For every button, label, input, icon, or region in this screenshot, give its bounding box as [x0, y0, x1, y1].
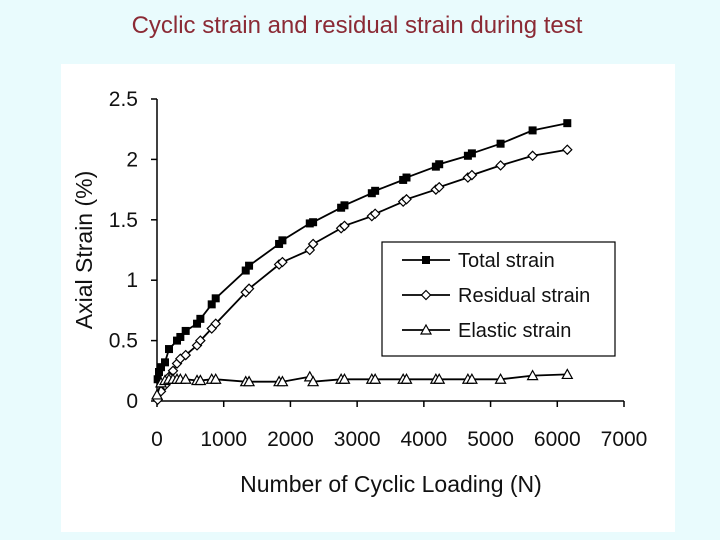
x-tick-label: 6000 [534, 428, 581, 451]
data-point [467, 149, 476, 158]
data-point [243, 283, 255, 295]
data-point [276, 375, 289, 387]
x-tick-label: 0 [151, 428, 163, 451]
y-tick-label: 1 [126, 269, 138, 292]
legend-label: Residual strain [458, 285, 590, 307]
data-point [211, 294, 220, 303]
data-point [496, 139, 505, 148]
data-point [195, 335, 206, 346]
data-point [463, 151, 472, 160]
y-tick-label: 2.5 [109, 88, 138, 111]
legend-box [381, 241, 616, 357]
data-point [153, 375, 162, 384]
data-point [402, 173, 411, 182]
data-point [210, 318, 222, 330]
data-point [209, 373, 222, 384]
x-tick-label: 3000 [334, 428, 381, 451]
x-tick-label: 7000 [601, 428, 648, 451]
data-point [369, 373, 382, 384]
data-point [165, 345, 174, 354]
data-point [307, 375, 320, 387]
x-tick-label: 1000 [200, 428, 247, 451]
data-point [400, 373, 413, 384]
data-point [371, 186, 380, 195]
x-tick-label: 2000 [267, 428, 314, 451]
data-point [245, 261, 254, 270]
data-point [243, 375, 256, 387]
data-point [433, 181, 445, 193]
data-point [401, 193, 412, 205]
data-point [241, 266, 250, 275]
series-layer [150, 119, 574, 406]
data-point [207, 300, 216, 309]
data-point [528, 126, 537, 135]
data-point [194, 374, 207, 386]
data-point [161, 358, 170, 367]
data-point [278, 236, 287, 245]
series-line [156, 373, 568, 396]
legend-label: Total strain [458, 250, 555, 272]
series-total-strain [153, 119, 572, 384]
axes: 0 0.5 1 1.5 2 2.5 0 1000 2000 3000 4000 5000 6000 700… [109, 88, 648, 451]
data-point [181, 326, 190, 335]
data-point [176, 332, 185, 341]
data-point [526, 369, 539, 381]
data-point [466, 169, 478, 181]
data-point [155, 368, 164, 377]
y-tick-label: 0.5 [109, 330, 138, 353]
data-point [180, 349, 192, 361]
data-point [150, 388, 164, 400]
data-point [193, 319, 202, 328]
data-point [338, 373, 351, 384]
slide-title: Cyclic strain and residual strain during… [131, 12, 583, 39]
legend-marker [420, 289, 432, 301]
series-elastic-strain [150, 368, 574, 400]
x-tick-label: 5000 [467, 428, 514, 451]
x-axis-title: Number of Cyclic Loading (N) [240, 471, 542, 497]
data-point [495, 160, 506, 171]
data-point [340, 201, 349, 210]
data-point [157, 363, 166, 372]
data-point [561, 368, 574, 380]
y-axis-title: Axial Strain (%) [71, 171, 97, 329]
data-point [563, 119, 572, 128]
legend-marker [419, 323, 433, 335]
data-point [339, 220, 350, 232]
legend-marker [422, 256, 430, 264]
data-point [465, 373, 478, 384]
data-point [561, 144, 573, 156]
data-point [435, 160, 444, 169]
data-point [433, 373, 446, 384]
data-point [527, 150, 538, 162]
data-point [179, 373, 192, 384]
data-point [307, 238, 319, 250]
data-point [196, 314, 205, 323]
y-tick-label: 1.5 [109, 209, 138, 232]
legend-label: Elastic strain [458, 320, 571, 342]
data-point [494, 373, 507, 384]
data-point [369, 208, 381, 220]
y-tick-label: 0 [126, 390, 138, 413]
legend: Total strain Residual strain Elastic strai… [381, 241, 616, 357]
x-tick-label: 4000 [400, 428, 447, 451]
data-point [277, 256, 288, 268]
y-tick-label: 2 [126, 148, 138, 171]
data-point [309, 218, 318, 227]
